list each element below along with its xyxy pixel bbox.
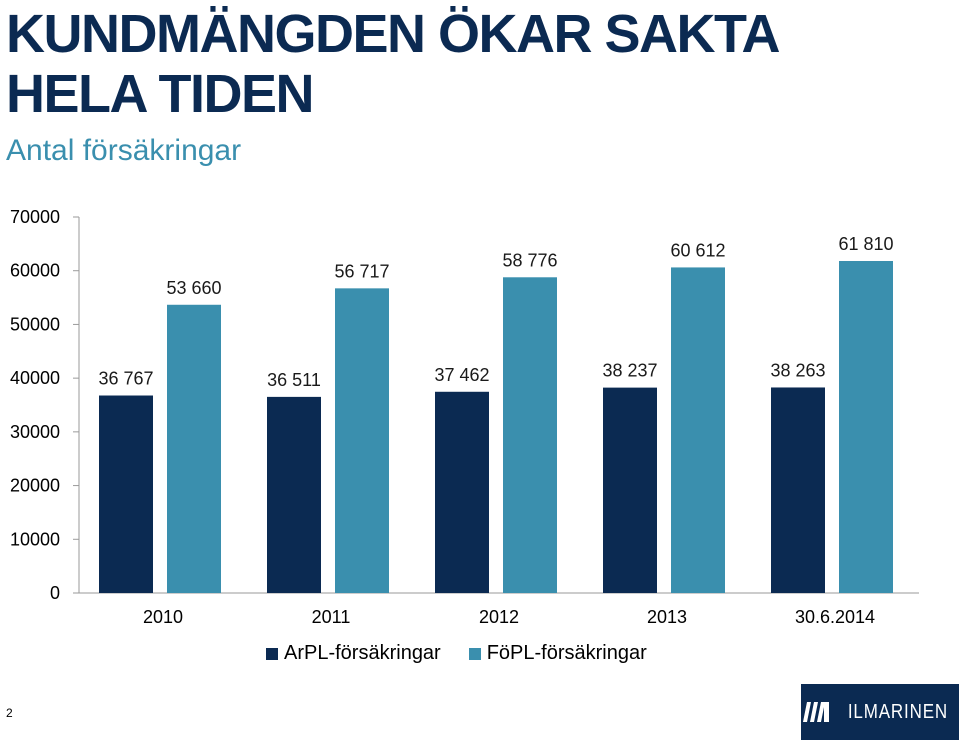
data-label: 53 660: [166, 278, 221, 298]
bar-fopl: [503, 277, 557, 593]
logo-text: ILMARINEN: [847, 700, 949, 723]
bar-arpl: [435, 391, 489, 593]
bar-fopl: [167, 304, 221, 593]
legend-item-arpl: ArPL-försäkringar: [266, 642, 441, 665]
chart-legend: ArPL-försäkringar FöPL-försäkringar: [266, 642, 647, 665]
data-label: 36 767: [98, 369, 153, 389]
legend-item-fopl: FöPL-försäkringar: [468, 642, 647, 665]
logo-mark-icon: [803, 702, 830, 722]
legend-label-fopl: FöPL-försäkringar: [486, 642, 647, 664]
x-tick-label: 2013: [647, 607, 687, 627]
data-label: 60 612: [670, 240, 725, 260]
title-line-1: KUNDMÄNGDEN ÖKAR SAKTA: [6, 4, 780, 64]
x-tick-label: 30.6.2014: [795, 607, 875, 627]
y-tick-label: 10000: [10, 529, 60, 549]
slide-subtitle: Antal försäkringar: [6, 134, 242, 167]
bar-arpl: [771, 387, 825, 593]
title-line-2: HELA TIDEN: [6, 64, 315, 124]
y-tick-label: 60000: [10, 261, 60, 281]
y-tick-label: 0: [50, 583, 60, 603]
bar-chart: 0 10000 20000 30000 40000 50000 60000 70000 36 7…: [10, 207, 919, 627]
data-label: 56 717: [334, 261, 389, 281]
data-label: 61 810: [838, 234, 893, 254]
data-label: 38 237: [602, 361, 657, 381]
y-tick-label: 70000: [10, 207, 60, 227]
company-logo: ILMARINEN: [801, 684, 959, 740]
legend-swatch-fopl: [468, 647, 481, 660]
slide-title: KUNDMÄNGDEN ÖKAR SAKTA HELA TIDEN: [6, 4, 906, 124]
data-label: 38 263: [770, 360, 825, 380]
bar-arpl: [603, 387, 657, 593]
bar-arpl: [267, 396, 321, 593]
data-label: 58 776: [502, 250, 557, 270]
y-tick-label: 30000: [10, 422, 60, 442]
bar-fopl: [335, 288, 389, 593]
x-tick-label: 2012: [479, 607, 519, 627]
legend-label-arpl: ArPL-försäkringar: [284, 642, 441, 664]
page-number: 2: [6, 706, 13, 720]
x-tick-label: 2011: [312, 607, 351, 627]
x-tick-label: 2010: [143, 607, 183, 627]
data-label: 37 462: [434, 365, 489, 385]
y-tick-label: 40000: [10, 368, 60, 388]
bar-fopl: [839, 260, 893, 593]
y-tick-label: 20000: [10, 476, 60, 496]
legend-swatch-arpl: [266, 647, 278, 660]
data-label: 36 511: [267, 370, 321, 390]
bar-arpl: [99, 395, 153, 593]
y-tick-label: 50000: [10, 314, 60, 334]
bar-fopl: [671, 267, 725, 593]
